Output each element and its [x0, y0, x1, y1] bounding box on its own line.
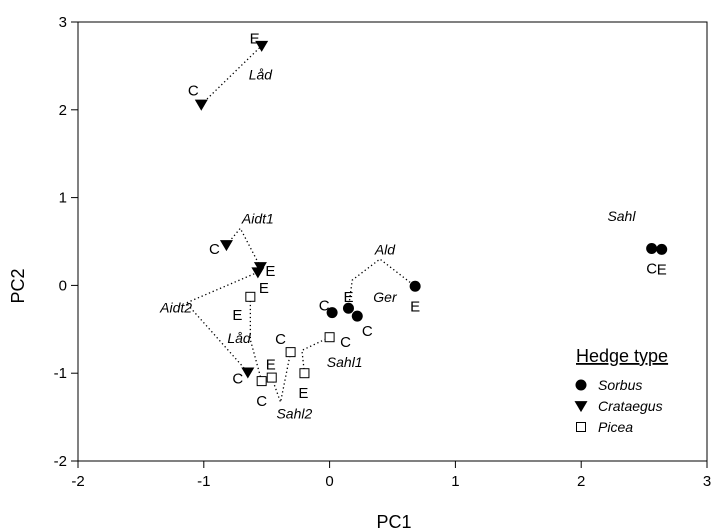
x-tick-label: 3 — [703, 473, 711, 490]
y-tick-label: -1 — [54, 365, 67, 382]
point-label: E — [410, 298, 420, 315]
point-label: C — [340, 334, 351, 351]
data-points — [194, 40, 668, 387]
point-label: E — [657, 261, 667, 278]
point-crataegus — [194, 99, 208, 111]
connector-line — [271, 351, 292, 405]
legend-marker — [574, 401, 588, 413]
y-tick-label: 0 — [59, 277, 67, 294]
connector-line — [225, 227, 261, 268]
point-label: E — [265, 263, 275, 280]
point-picea — [299, 368, 310, 379]
legend-marker — [576, 422, 586, 432]
point-picea — [285, 347, 296, 358]
y-tick-label: 1 — [59, 190, 67, 207]
group-label: Låd — [227, 330, 252, 346]
group-label: Aidt2 — [159, 299, 192, 315]
y-tick-label: -2 — [54, 453, 67, 470]
x-tick-label: -2 — [71, 473, 84, 490]
point-picea — [256, 376, 267, 387]
x-tick-label: 2 — [577, 473, 585, 490]
point-crataegus — [255, 40, 269, 52]
y-axis-title: PC2 — [8, 268, 28, 303]
point-label: C — [362, 323, 373, 340]
x-tick-label: 0 — [325, 473, 333, 490]
point-sorbus — [656, 243, 668, 255]
connector-line — [301, 336, 330, 374]
legend-title: Hedge type — [576, 346, 668, 366]
legend-label: Picea — [598, 419, 633, 435]
plot-frame — [77, 21, 708, 462]
point-picea — [266, 372, 277, 383]
point-crataegus — [219, 240, 233, 252]
legend-label: Sorbus — [598, 377, 642, 393]
point-crataegus — [251, 267, 265, 279]
legend-marker — [575, 379, 587, 391]
point-sorbus — [409, 280, 421, 292]
point-label: C — [209, 241, 220, 258]
point-sorbus — [646, 243, 658, 255]
connector-line — [185, 271, 259, 373]
point-sorbus — [342, 302, 354, 314]
point-label: E — [250, 31, 260, 48]
point-crataegus — [241, 367, 255, 379]
point-label: C — [232, 370, 243, 387]
x-tick-label: 1 — [451, 473, 459, 490]
legend-label: Crataegus — [598, 398, 663, 414]
point-picea — [324, 332, 335, 343]
group-label: Ger — [373, 289, 398, 305]
point-picea — [245, 291, 256, 302]
y-tick-label: 3 — [59, 14, 67, 31]
y-tick-label: 2 — [59, 102, 67, 119]
point-label: C — [646, 261, 657, 278]
point-sorbus — [351, 310, 363, 322]
point-label: C — [319, 298, 330, 315]
point-label: E — [266, 357, 276, 374]
group-label: Sahl — [607, 208, 636, 224]
group-label: Sahl2 — [276, 406, 312, 422]
group-label: Ald — [374, 241, 396, 257]
point-label: C — [275, 331, 286, 348]
group-label: Sahl1 — [327, 354, 363, 370]
legend: Hedge type Sorbus Crataegus Picea — [574, 346, 668, 435]
x-tick-label: -1 — [197, 473, 210, 490]
point-label: C — [256, 393, 267, 410]
point-label: C — [188, 83, 199, 100]
axes: -2 -1 0 1 2 3 -2 -1 0 1 2 3 — [54, 14, 711, 490]
point-sorbus — [326, 307, 338, 319]
x-axis-title: PC1 — [376, 512, 411, 532]
group-label: Aidt1 — [241, 211, 274, 227]
point-label: E — [298, 385, 308, 402]
point-label: E — [259, 280, 269, 297]
point-label: E — [232, 307, 242, 324]
point-label: E — [343, 289, 353, 306]
group-label: Låd — [249, 67, 274, 83]
group-labels: Låd Aidt1 Aidt2 Låd Ald Ger Sahl Sahl1 Sahl2 — [159, 67, 636, 422]
